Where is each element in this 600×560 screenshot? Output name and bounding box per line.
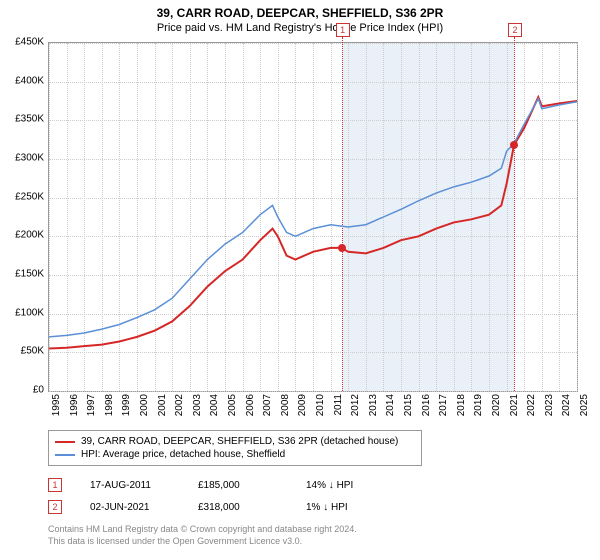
x-tick-label: 2016 <box>421 394 432 424</box>
x-tick-label: 2006 <box>245 394 256 424</box>
series-line <box>49 99 577 337</box>
y-tick-label: £200K <box>4 230 44 241</box>
x-tick-label: 2017 <box>438 394 449 424</box>
gridline-vertical <box>577 43 578 391</box>
y-tick-label: £150K <box>4 269 44 280</box>
legend-label: HPI: Average price, detached house, Shef… <box>81 449 285 460</box>
x-tick-label: 2025 <box>579 394 590 424</box>
gridline-horizontal <box>49 391 577 392</box>
x-tick-label: 2019 <box>473 394 484 424</box>
footer-line-2: This data is licensed under the Open Gov… <box>48 536 357 548</box>
x-tick-label: 2002 <box>174 394 185 424</box>
x-tick-label: 2007 <box>262 394 273 424</box>
legend-swatch <box>55 454 75 456</box>
event-date: 17-AUG-2011 <box>90 480 170 491</box>
sale-point <box>510 141 518 149</box>
footer-attribution: Contains HM Land Registry data © Crown c… <box>48 524 357 547</box>
x-tick-label: 2015 <box>403 394 414 424</box>
y-tick-label: £400K <box>4 75 44 86</box>
x-tick-label: 2004 <box>209 394 220 424</box>
x-tick-label: 2008 <box>280 394 291 424</box>
x-tick-label: 2012 <box>350 394 361 424</box>
series-line <box>49 97 577 348</box>
x-tick-label: 2021 <box>509 394 520 424</box>
legend-swatch <box>55 441 75 443</box>
event-marker: 2 <box>48 500 62 514</box>
legend: 39, CARR ROAD, DEEPCAR, SHEFFIELD, S36 2… <box>48 430 422 466</box>
event-date: 02-JUN-2021 <box>90 502 170 513</box>
x-tick-label: 2010 <box>315 394 326 424</box>
x-tick-label: 2018 <box>456 394 467 424</box>
x-tick-label: 1999 <box>121 394 132 424</box>
x-tick-label: 2014 <box>385 394 396 424</box>
event-delta: 1% ↓ HPI <box>306 502 386 513</box>
x-tick-label: 1995 <box>51 394 62 424</box>
series-lines <box>49 43 577 391</box>
x-tick-label: 2023 <box>544 394 555 424</box>
x-tick-label: 2011 <box>333 394 344 424</box>
x-tick-label: 2003 <box>192 394 203 424</box>
event-row: 1 17-AUG-2011 £185,000 14% ↓ HPI <box>48 474 386 496</box>
x-tick-label: 1998 <box>104 394 115 424</box>
y-tick-label: £250K <box>4 191 44 202</box>
x-tick-label: 2000 <box>139 394 150 424</box>
x-tick-label: 2020 <box>491 394 502 424</box>
legend-item: HPI: Average price, detached house, Shef… <box>55 448 415 461</box>
x-tick-label: 1997 <box>86 394 97 424</box>
event-delta: 14% ↓ HPI <box>306 480 386 491</box>
plot-area: 12 <box>48 42 578 392</box>
y-tick-label: £100K <box>4 307 44 318</box>
x-tick-label: 2001 <box>157 394 168 424</box>
event-row: 2 02-JUN-2021 £318,000 1% ↓ HPI <box>48 496 386 518</box>
y-tick-label: £0 <box>4 385 44 396</box>
chart-container: 39, CARR ROAD, DEEPCAR, SHEFFIELD, S36 2… <box>0 0 600 560</box>
footer-line-1: Contains HM Land Registry data © Crown c… <box>48 524 357 536</box>
x-tick-label: 1996 <box>69 394 80 424</box>
event-table: 1 17-AUG-2011 £185,000 14% ↓ HPI 2 02-JUN-202… <box>48 474 386 518</box>
sale-point <box>338 244 346 252</box>
event-price: £318,000 <box>198 502 278 513</box>
x-tick-label: 2009 <box>297 394 308 424</box>
y-tick-label: £450K <box>4 37 44 48</box>
legend-label: 39, CARR ROAD, DEEPCAR, SHEFFIELD, S36 2… <box>81 436 398 447</box>
event-marker-box: 1 <box>336 23 350 37</box>
x-tick-label: 2013 <box>368 394 379 424</box>
legend-item: 39, CARR ROAD, DEEPCAR, SHEFFIELD, S36 2… <box>55 435 415 448</box>
x-tick-label: 2022 <box>526 394 537 424</box>
event-marker: 1 <box>48 478 62 492</box>
y-tick-label: £300K <box>4 153 44 164</box>
chart-title: 39, CARR ROAD, DEEPCAR, SHEFFIELD, S36 2… <box>0 0 600 20</box>
event-marker-box: 2 <box>508 23 522 37</box>
x-tick-label: 2024 <box>561 394 572 424</box>
x-tick-label: 2005 <box>227 394 238 424</box>
y-tick-label: £350K <box>4 114 44 125</box>
event-price: £185,000 <box>198 480 278 491</box>
y-tick-label: £50K <box>4 346 44 357</box>
